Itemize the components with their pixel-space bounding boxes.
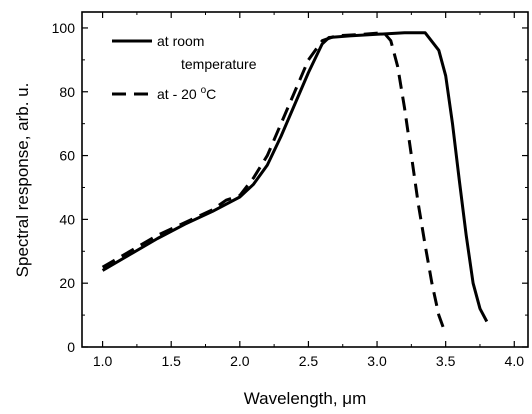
series-line-room-temperature xyxy=(101,31,489,323)
x-tick-label: 1.0 xyxy=(93,353,113,369)
x-tick-label: 4.0 xyxy=(505,353,525,369)
legend-label-minus-20c: at - 20 oC xyxy=(157,85,216,102)
axis-ticks xyxy=(82,12,528,348)
x-axis-label: Wavelength, μm xyxy=(244,389,367,408)
y-tick-label: 20 xyxy=(59,275,75,291)
series-line-minus-20c xyxy=(101,31,448,335)
y-tick-label: 0 xyxy=(67,339,75,355)
x-tick-label: 3.0 xyxy=(367,353,387,369)
legend-label-room-temperature-line2: temperature xyxy=(181,56,257,72)
x-tick-label: 3.5 xyxy=(436,353,456,369)
x-tick-label: 1.5 xyxy=(161,353,181,369)
y-tick-label: 100 xyxy=(52,20,76,36)
y-tick-label: 60 xyxy=(59,148,75,164)
x-tick-label: 2.5 xyxy=(299,353,319,369)
y-axis-label: Spectral response, arb. u. xyxy=(13,83,32,278)
series-layer xyxy=(101,31,489,335)
tick-labels: 1.0 1.5 2.0 2.5 3.0 3.5 4.0 0 20 40 60 80 100 xyxy=(52,20,525,369)
plot-area-frame xyxy=(81,11,529,348)
legend-label-room-temperature-line1: at room xyxy=(157,33,204,49)
legend: at room temperature at - 20 oC xyxy=(112,33,257,102)
x-tick-label: 2.0 xyxy=(230,353,250,369)
y-tick-label: 80 xyxy=(59,84,75,100)
y-tick-label: 40 xyxy=(59,211,75,227)
